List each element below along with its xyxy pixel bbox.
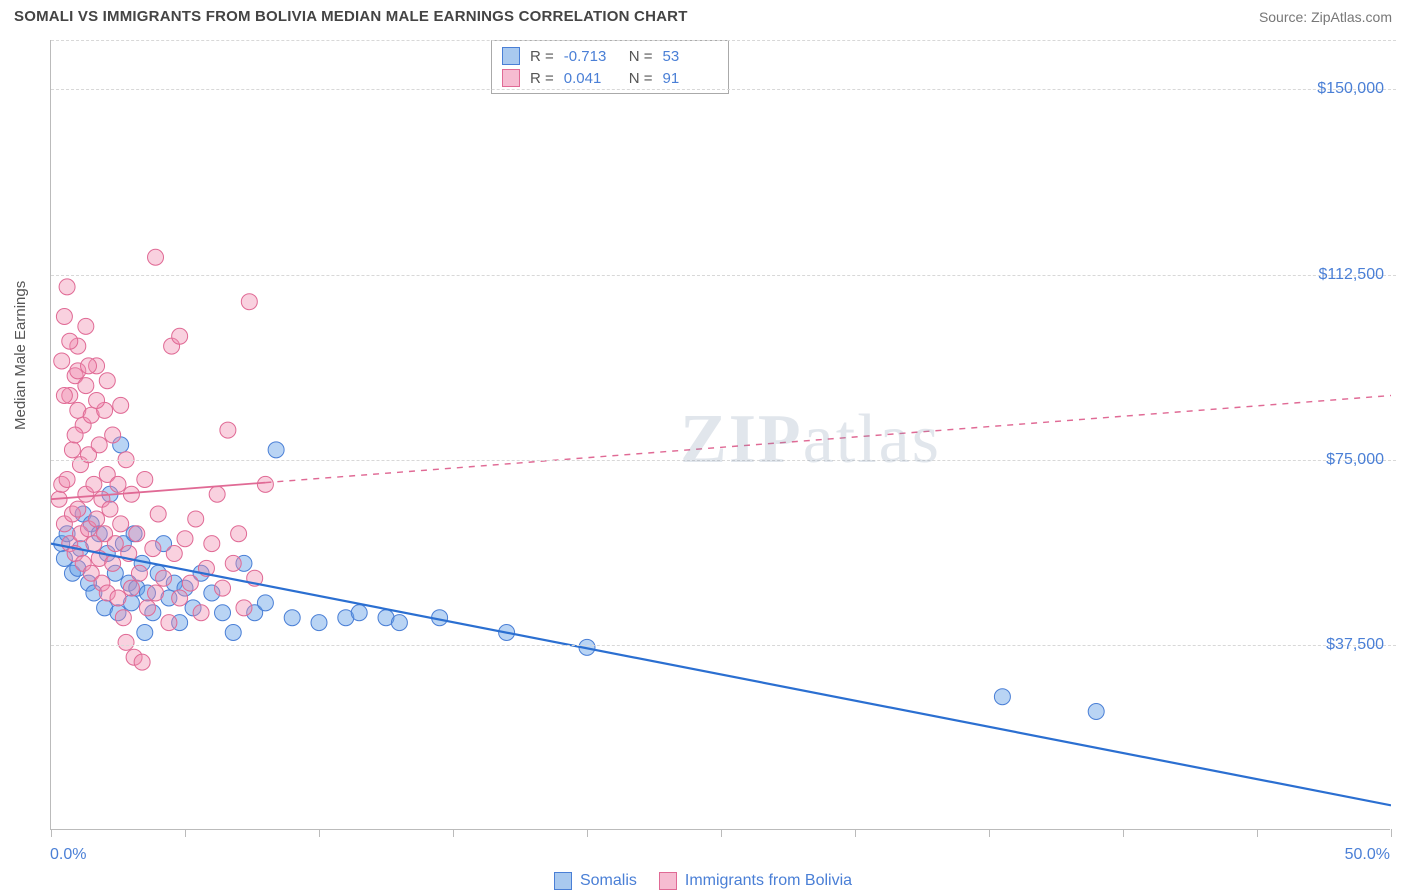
r-label: R = bbox=[530, 48, 554, 65]
y-axis-tick-label: $150,000 bbox=[1317, 80, 1384, 98]
series-legend-item: Somalis bbox=[554, 872, 637, 890]
correlation-legend: R = -0.713 N = 53 R = 0.041 N = 91 bbox=[491, 40, 729, 94]
scatter-svg bbox=[51, 40, 1391, 830]
series-legend: Somalis Immigrants from Bolivia bbox=[0, 872, 1406, 890]
r-value: 0.041 bbox=[564, 70, 619, 87]
x-axis-start-label: 0.0% bbox=[50, 846, 86, 864]
legend-swatch-icon bbox=[554, 872, 572, 890]
n-label: N = bbox=[629, 48, 653, 65]
legend-swatch-icon bbox=[659, 872, 677, 890]
n-value: 91 bbox=[663, 70, 718, 87]
source-attribution: Source: ZipAtlas.com bbox=[1259, 9, 1392, 25]
legend-swatch-icon bbox=[502, 69, 520, 87]
series-label: Somalis bbox=[580, 872, 637, 890]
r-value: -0.713 bbox=[564, 48, 619, 65]
y-axis-title: Median Male Earnings bbox=[12, 281, 29, 430]
r-label: R = bbox=[530, 70, 554, 87]
chart-plot-area: R = -0.713 N = 53 R = 0.041 N = 91 $37,5… bbox=[50, 40, 1390, 830]
correlation-legend-row: R = 0.041 N = 91 bbox=[502, 67, 718, 89]
x-axis-end-label: 50.0% bbox=[1345, 846, 1390, 864]
y-axis-tick-label: $112,500 bbox=[1318, 266, 1384, 284]
n-value: 53 bbox=[663, 48, 718, 65]
series-label: Immigrants from Bolivia bbox=[685, 872, 852, 890]
y-axis-tick-label: $75,000 bbox=[1326, 451, 1384, 469]
n-label: N = bbox=[629, 70, 653, 87]
y-axis-tick-label: $37,500 bbox=[1326, 636, 1384, 654]
series-legend-item: Immigrants from Bolivia bbox=[659, 872, 852, 890]
legend-swatch-icon bbox=[502, 47, 520, 65]
chart-title: SOMALI VS IMMIGRANTS FROM BOLIVIA MEDIAN… bbox=[14, 8, 688, 25]
correlation-legend-row: R = -0.713 N = 53 bbox=[502, 45, 718, 67]
